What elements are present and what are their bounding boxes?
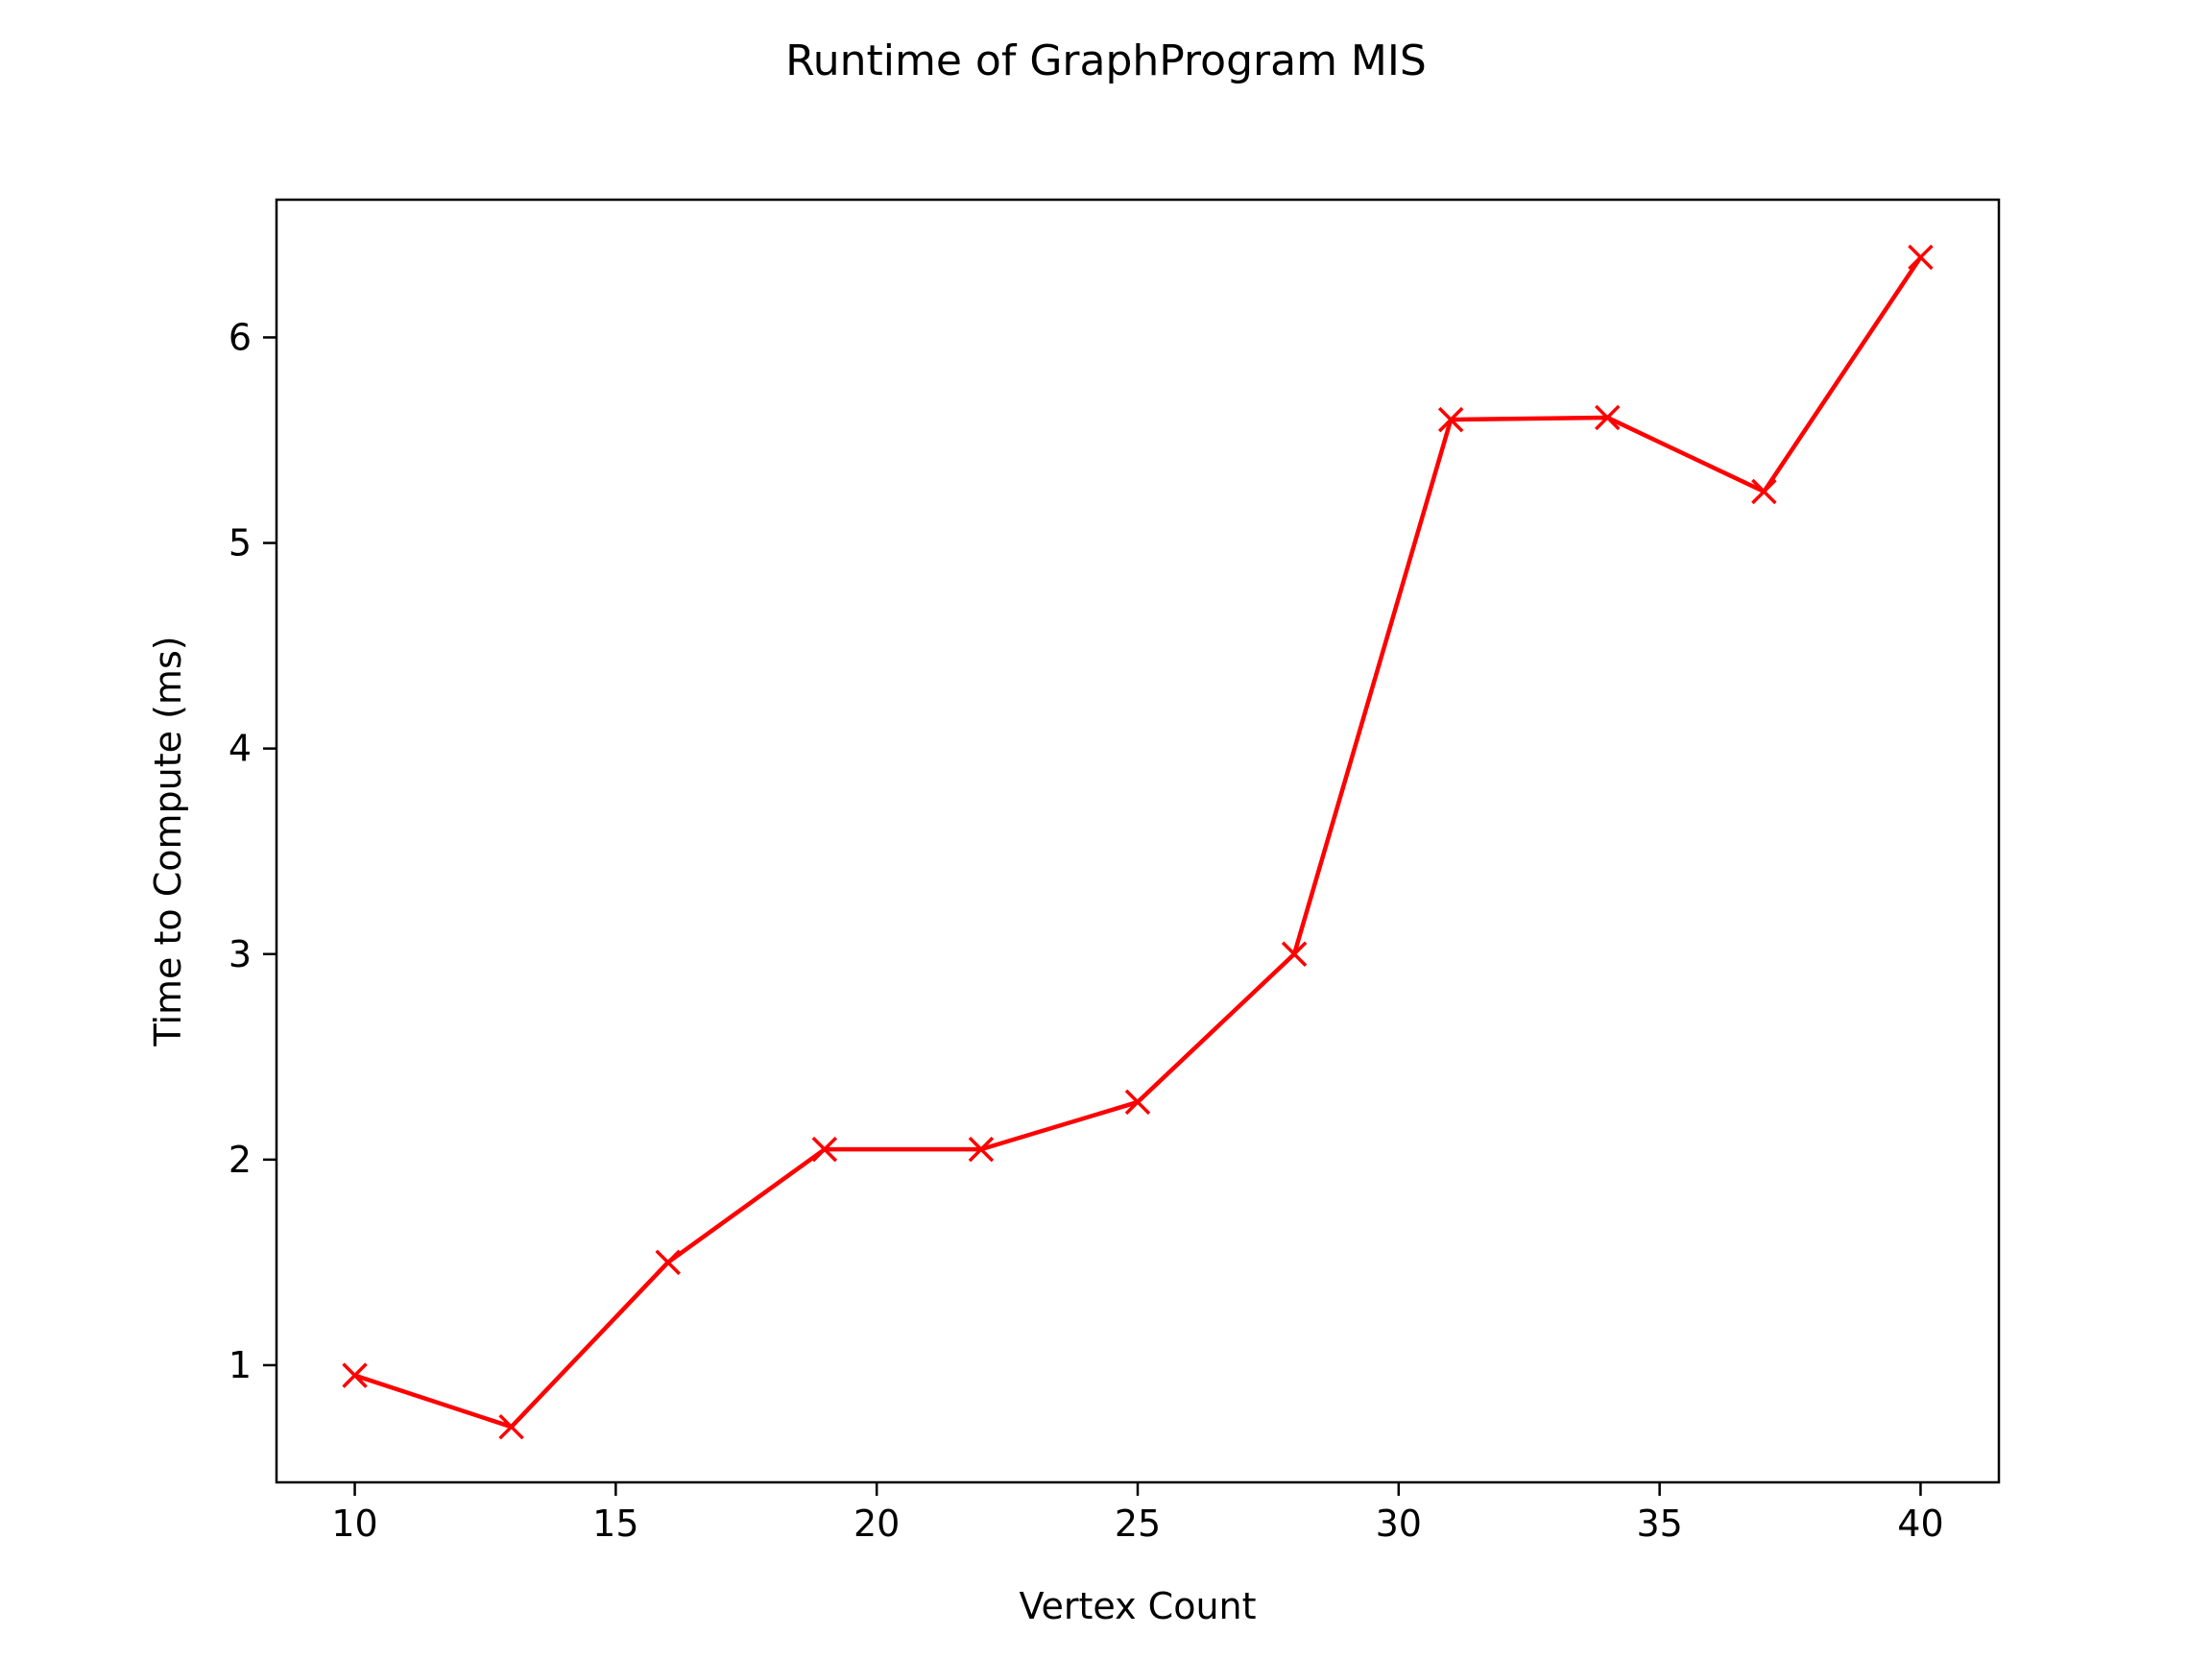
marker-stroke bbox=[1437, 406, 1464, 433]
x-tick-label: 20 bbox=[854, 1503, 900, 1545]
data-point bbox=[1751, 478, 1777, 505]
y-axis-ticks: 1 2 3 4 5 6 bbox=[228, 316, 276, 1386]
marker-stroke bbox=[498, 1413, 524, 1440]
chart-title: Runtime of GraphProgram MIS bbox=[785, 36, 1427, 85]
y-tick-label: 6 bbox=[228, 316, 252, 358]
data-point bbox=[1437, 406, 1464, 433]
y-tick-label: 5 bbox=[228, 522, 252, 565]
x-tick-label: 35 bbox=[1636, 1503, 1682, 1545]
marker-stroke bbox=[1751, 478, 1777, 505]
data-point bbox=[498, 1413, 524, 1440]
x-axis-label: Vertex Count bbox=[1019, 1585, 1256, 1627]
marker-stroke bbox=[342, 1362, 368, 1388]
plot-frame bbox=[275, 198, 2001, 1484]
marker-stroke bbox=[1908, 244, 1934, 271]
data-point bbox=[342, 1362, 368, 1388]
series-layer bbox=[342, 244, 1934, 1440]
data-point bbox=[655, 1249, 681, 1276]
x-tick-label: 30 bbox=[1376, 1503, 1422, 1545]
y-axis-label: Time to Compute (ms) bbox=[147, 636, 189, 1046]
x-axis-ticks: 10 15 20 25 30 35 40 bbox=[331, 1482, 1944, 1545]
y-tick-label: 2 bbox=[228, 1139, 252, 1181]
data-point bbox=[1595, 404, 1621, 431]
y-tick-label: 3 bbox=[228, 933, 252, 975]
data-point bbox=[1908, 244, 1934, 271]
x-tick-label: 15 bbox=[592, 1503, 638, 1545]
marker-stroke bbox=[1124, 1089, 1151, 1116]
series-line bbox=[353, 255, 1923, 1430]
x-tick-label: 10 bbox=[331, 1503, 377, 1545]
x-tick-label: 40 bbox=[1897, 1503, 1943, 1545]
data-point bbox=[968, 1136, 995, 1163]
y-tick-label: 4 bbox=[228, 728, 252, 770]
data-point bbox=[811, 1136, 838, 1163]
marker-stroke bbox=[655, 1249, 681, 1276]
data-point bbox=[1124, 1089, 1151, 1116]
marker-stroke bbox=[968, 1136, 995, 1163]
marker-stroke bbox=[1595, 404, 1621, 431]
x-tick-label: 25 bbox=[1115, 1503, 1161, 1545]
marker-stroke bbox=[1281, 941, 1308, 967]
y-tick-label: 1 bbox=[228, 1344, 252, 1386]
data-point bbox=[1281, 941, 1308, 967]
marker-stroke bbox=[811, 1136, 838, 1163]
